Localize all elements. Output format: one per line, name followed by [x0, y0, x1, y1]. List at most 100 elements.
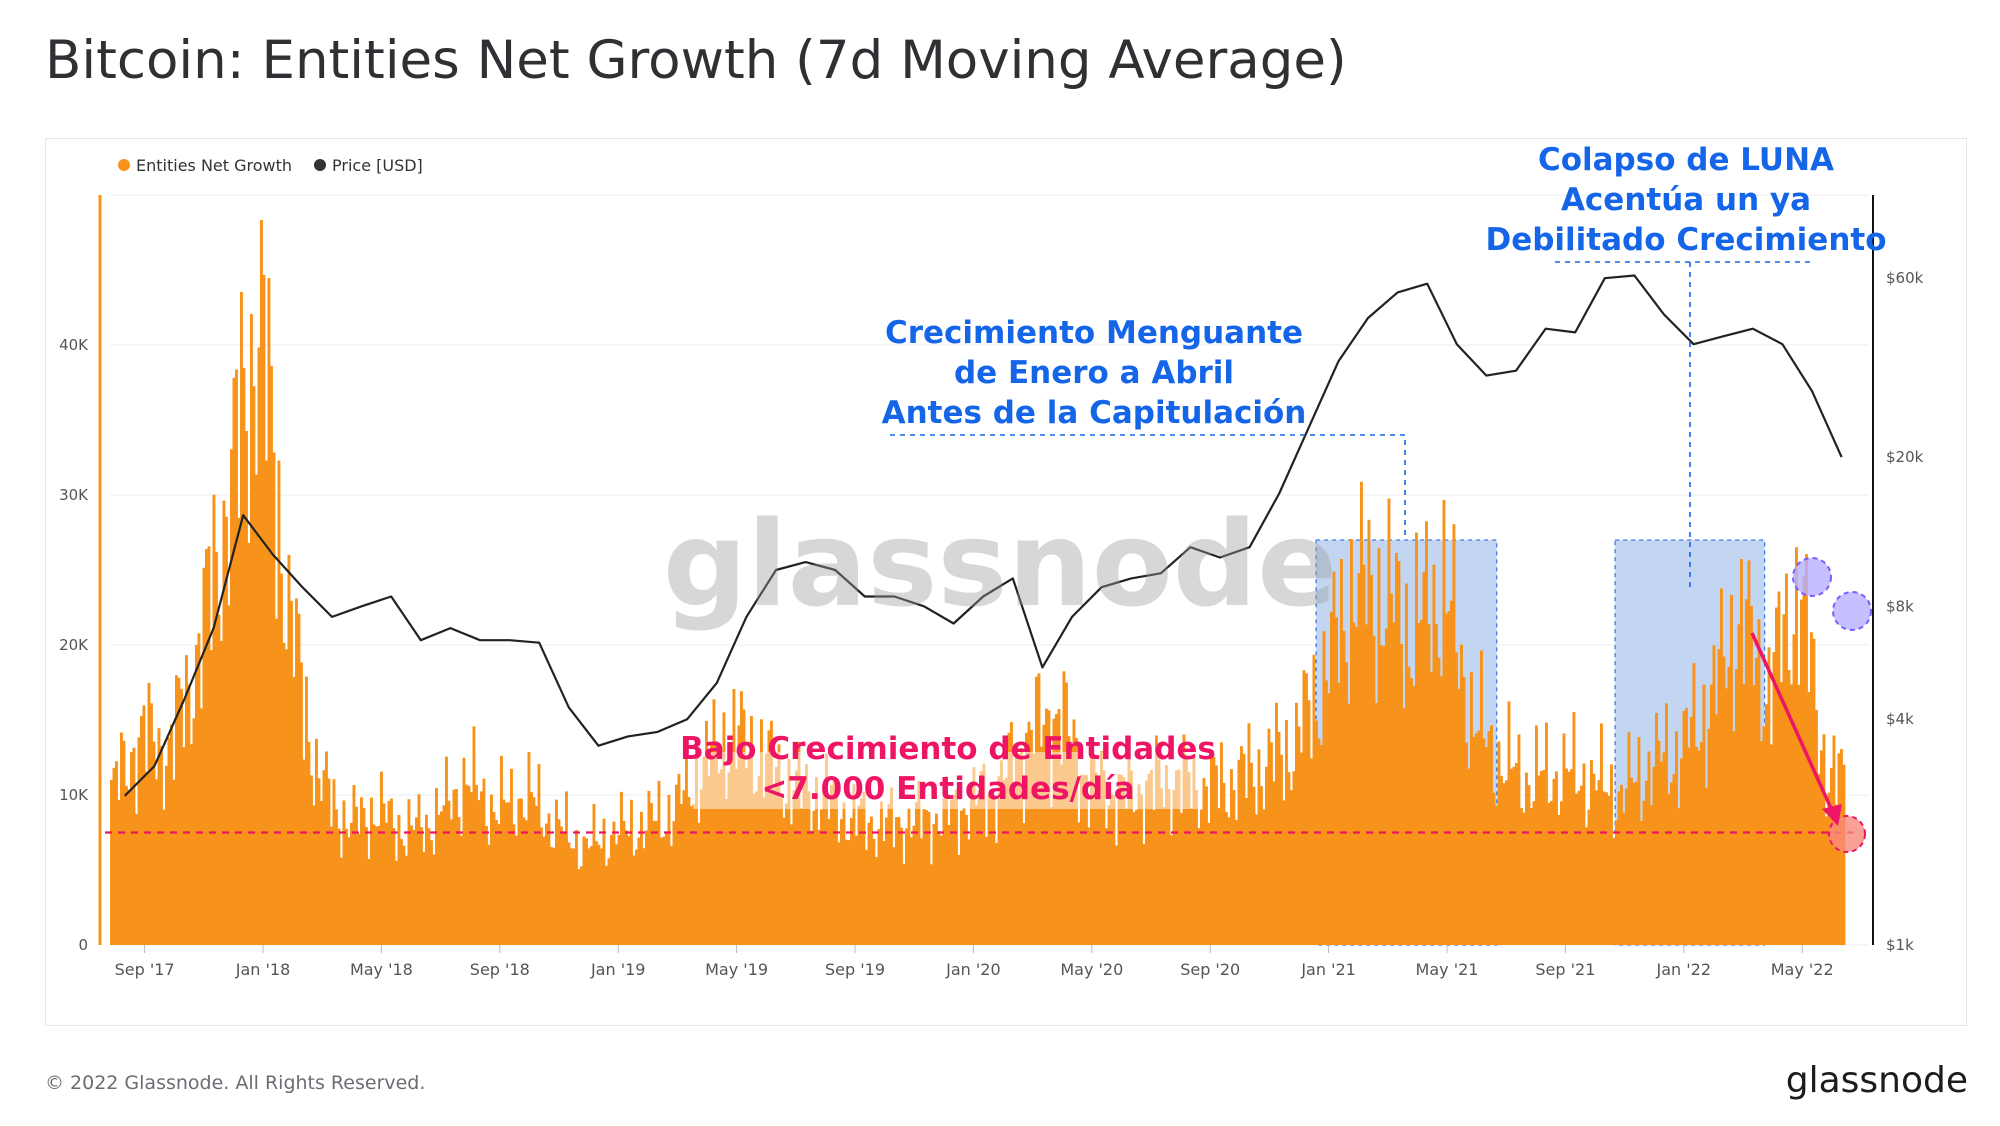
bar — [1195, 790, 1198, 945]
bar — [1650, 805, 1653, 945]
x-tick-label: Jan '20 — [945, 960, 1001, 979]
bar — [1792, 634, 1796, 945]
bar — [1540, 770, 1543, 945]
bar — [1437, 657, 1441, 945]
bar — [185, 655, 188, 945]
bar — [1432, 564, 1436, 945]
bar — [660, 837, 663, 945]
bar — [212, 494, 216, 945]
bar — [925, 810, 928, 945]
bar — [1095, 772, 1098, 945]
bar — [1682, 710, 1686, 945]
bar — [1275, 702, 1278, 945]
bar — [435, 788, 438, 945]
bar — [987, 794, 991, 945]
bar — [1535, 725, 1538, 945]
bar — [652, 820, 656, 945]
bar — [642, 848, 646, 945]
bar — [555, 799, 558, 945]
bar — [442, 805, 446, 945]
bar — [357, 833, 361, 945]
bar — [790, 824, 793, 945]
bar — [400, 839, 403, 945]
bar — [985, 836, 988, 945]
bar — [1757, 619, 1761, 945]
bar — [372, 824, 376, 945]
bar — [820, 809, 823, 945]
bar — [625, 830, 628, 945]
bar — [1100, 751, 1103, 945]
bar — [460, 835, 463, 945]
bar — [1647, 751, 1651, 945]
bar — [310, 775, 313, 945]
bar — [1210, 751, 1213, 945]
bar — [1190, 808, 1193, 945]
bar — [1570, 769, 1573, 945]
bar — [747, 756, 751, 945]
bar — [1417, 623, 1421, 945]
bar — [935, 813, 938, 945]
bar — [1122, 777, 1126, 945]
bar — [1255, 814, 1258, 945]
bar — [1150, 769, 1153, 945]
bar — [200, 708, 203, 945]
bar — [1490, 725, 1493, 945]
bar — [540, 827, 543, 945]
bar — [1205, 786, 1208, 945]
bar — [390, 798, 393, 945]
bar — [1440, 676, 1443, 945]
legend-item-price[interactable]: Price [USD] — [314, 156, 423, 175]
bar — [1367, 519, 1371, 945]
bar — [120, 732, 123, 945]
bar — [1290, 790, 1293, 945]
bar — [355, 806, 358, 945]
bar — [872, 838, 876, 945]
bar — [1152, 809, 1156, 945]
x-tick-label: Jan '22 — [1656, 960, 1712, 979]
bar — [852, 784, 856, 945]
bar — [1410, 678, 1413, 945]
bar — [1492, 792, 1496, 945]
bar — [457, 817, 461, 945]
bar — [217, 614, 221, 945]
bar — [1557, 814, 1561, 945]
bar — [702, 756, 706, 945]
bar — [292, 677, 296, 945]
bar — [487, 844, 491, 945]
bar — [595, 841, 598, 945]
bar — [1197, 828, 1201, 945]
bar — [137, 737, 141, 945]
bar — [1510, 768, 1513, 945]
bar — [1645, 780, 1648, 945]
bar — [1700, 742, 1703, 945]
bar — [962, 807, 966, 945]
bar — [860, 798, 863, 945]
bar — [1502, 783, 1506, 945]
bar — [535, 805, 538, 945]
x-tick-label: May '20 — [1060, 960, 1123, 979]
bar — [1050, 807, 1053, 945]
bar — [1787, 669, 1791, 945]
bar — [802, 776, 806, 945]
bar — [612, 821, 616, 945]
bar — [1662, 752, 1666, 945]
bar — [192, 718, 196, 945]
bar — [1560, 801, 1563, 945]
bar — [1085, 774, 1088, 945]
bar — [1505, 780, 1508, 945]
bar — [340, 857, 343, 945]
bar — [1497, 741, 1501, 945]
low-growth-label-band — [693, 752, 1200, 809]
bar — [672, 821, 676, 945]
bar — [990, 796, 993, 945]
bar — [982, 763, 986, 945]
bar — [370, 797, 373, 945]
bar — [1182, 734, 1186, 945]
bar — [740, 691, 743, 945]
legend-item-entities[interactable]: Entities Net Growth — [118, 156, 292, 175]
waning-connector — [890, 434, 1406, 540]
bar — [415, 817, 418, 945]
bar — [407, 799, 411, 945]
bar — [1155, 735, 1158, 945]
bar — [1730, 594, 1733, 945]
